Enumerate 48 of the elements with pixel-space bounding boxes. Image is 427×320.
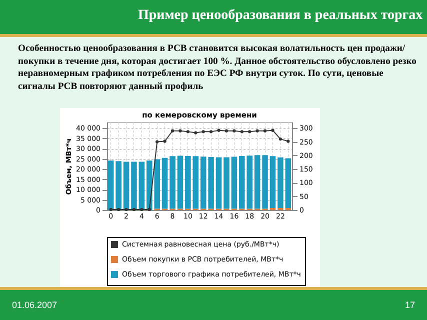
point: [256, 129, 259, 132]
point: [178, 129, 182, 132]
point: [194, 131, 198, 134]
bar: [224, 157, 230, 209]
point: [163, 140, 166, 143]
bar: [138, 162, 145, 210]
point: [263, 129, 267, 132]
bar: [116, 161, 122, 210]
point: [224, 129, 228, 132]
point: [217, 128, 220, 132]
point: [232, 129, 236, 132]
bar: [262, 155, 268, 209]
bar: [231, 156, 238, 209]
point: [240, 130, 244, 134]
point: [124, 208, 128, 212]
point: [140, 208, 144, 212]
point: [186, 130, 190, 134]
point: [170, 129, 174, 132]
point: [209, 130, 213, 134]
point: [116, 208, 120, 212]
point: [248, 130, 252, 134]
point: [148, 208, 151, 212]
bar: [170, 156, 176, 209]
text: 01.06.2007: [12, 300, 58, 310]
bar: [285, 158, 292, 208]
bar: [185, 156, 191, 209]
bar: [278, 157, 284, 208]
text: Особенностью ценообразования в РСВ становится высокая волатильность цен продажи/покупки в течение дня, которая достигает 100 %. Данное обстоятельство обусловлено резко неравномерным графиком потребления по ЕЭС РФ внутри суток. По сути, ценовые сигналы РСВ повторяют данный профиль: [18, 43, 418, 93]
bar: [123, 162, 130, 210]
point: [202, 130, 205, 134]
bar: [200, 156, 206, 209]
bar: [208, 156, 214, 209]
bar: [192, 156, 199, 209]
point: [278, 137, 282, 141]
bar: [108, 160, 114, 210]
bar: [131, 162, 137, 210]
bar: [216, 157, 222, 209]
bar: [177, 156, 184, 209]
point: [286, 140, 290, 143]
chart-title: Пример ценообразования в реальных торгах: [138, 8, 423, 24]
point: [271, 128, 274, 132]
bar: [254, 155, 260, 209]
point: [109, 208, 112, 212]
bar: [270, 156, 276, 208]
bar: [162, 158, 168, 209]
point: [132, 208, 136, 212]
point: [156, 140, 159, 144]
text: 17: [404, 300, 415, 310]
